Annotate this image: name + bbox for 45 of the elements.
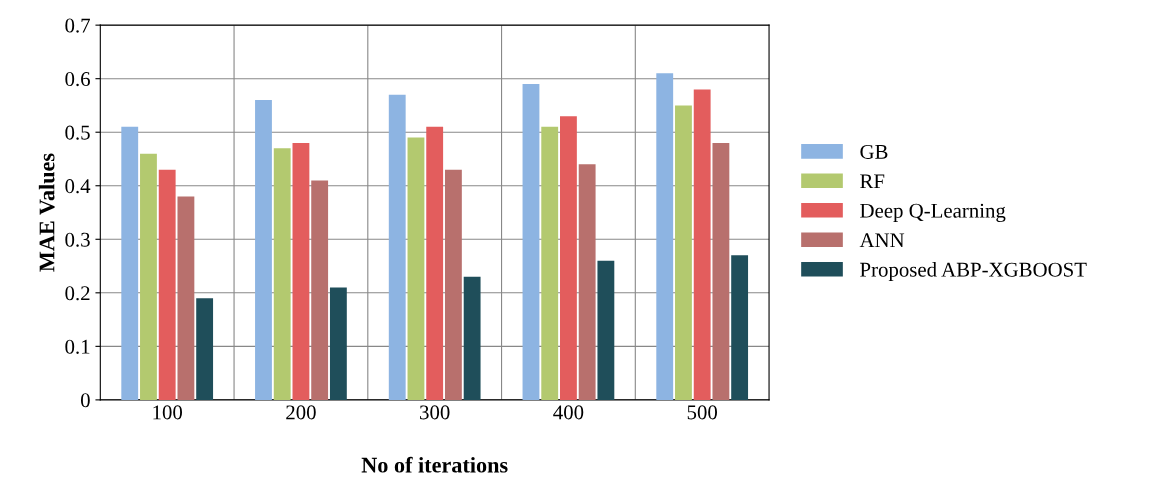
bar: [158, 169, 176, 400]
y-tick-label: 0.2: [65, 286, 90, 301]
bar: [196, 298, 214, 400]
y-tick-label: 0.1: [65, 339, 90, 354]
x-tick-label: 500: [687, 405, 718, 420]
y-tick-label: 0: [80, 393, 90, 408]
legend-label: Deep Q-Learning: [860, 203, 1006, 223]
legend-label: ANN: [859, 233, 905, 248]
x-tick-label: 400: [553, 405, 584, 420]
bar: [177, 196, 195, 400]
legend-label: Proposed ABP-XGBOOST: [860, 262, 1087, 281]
y-tick-label: 0.5: [65, 125, 90, 140]
legend-label: RF: [860, 174, 885, 189]
bar: [578, 164, 596, 400]
bar: [693, 89, 711, 400]
bar: [388, 94, 406, 400]
bar: [560, 116, 577, 400]
y-tick-label: 0.6: [65, 72, 90, 87]
bar: [329, 287, 347, 400]
bar: [675, 105, 692, 400]
x-axis-title: No of iterations: [361, 456, 508, 473]
bar: [522, 84, 540, 400]
bar: [121, 126, 139, 400]
x-tick-label: 300: [420, 405, 450, 420]
bar: [541, 126, 559, 400]
bar: [407, 137, 425, 400]
bar: [444, 169, 462, 400]
bar: [656, 73, 674, 400]
y-tick-label: 0.7: [65, 18, 90, 33]
bar: [597, 260, 615, 400]
y-tick-label: 0.4: [65, 179, 91, 194]
x-tick-label: 200: [286, 405, 316, 420]
bar: [255, 100, 272, 400]
bar: [712, 142, 730, 400]
legend-label: GB: [860, 144, 888, 159]
bar: [292, 142, 310, 400]
bar: [731, 255, 749, 400]
bar: [463, 276, 481, 400]
bar: [140, 153, 157, 400]
y-axis-title: MAE Values: [38, 153, 55, 272]
bar: [426, 126, 444, 400]
bar: [273, 148, 291, 400]
x-tick-label: 100: [153, 405, 183, 420]
y-tick-label: 0.3: [65, 232, 90, 247]
bar: [311, 180, 329, 400]
